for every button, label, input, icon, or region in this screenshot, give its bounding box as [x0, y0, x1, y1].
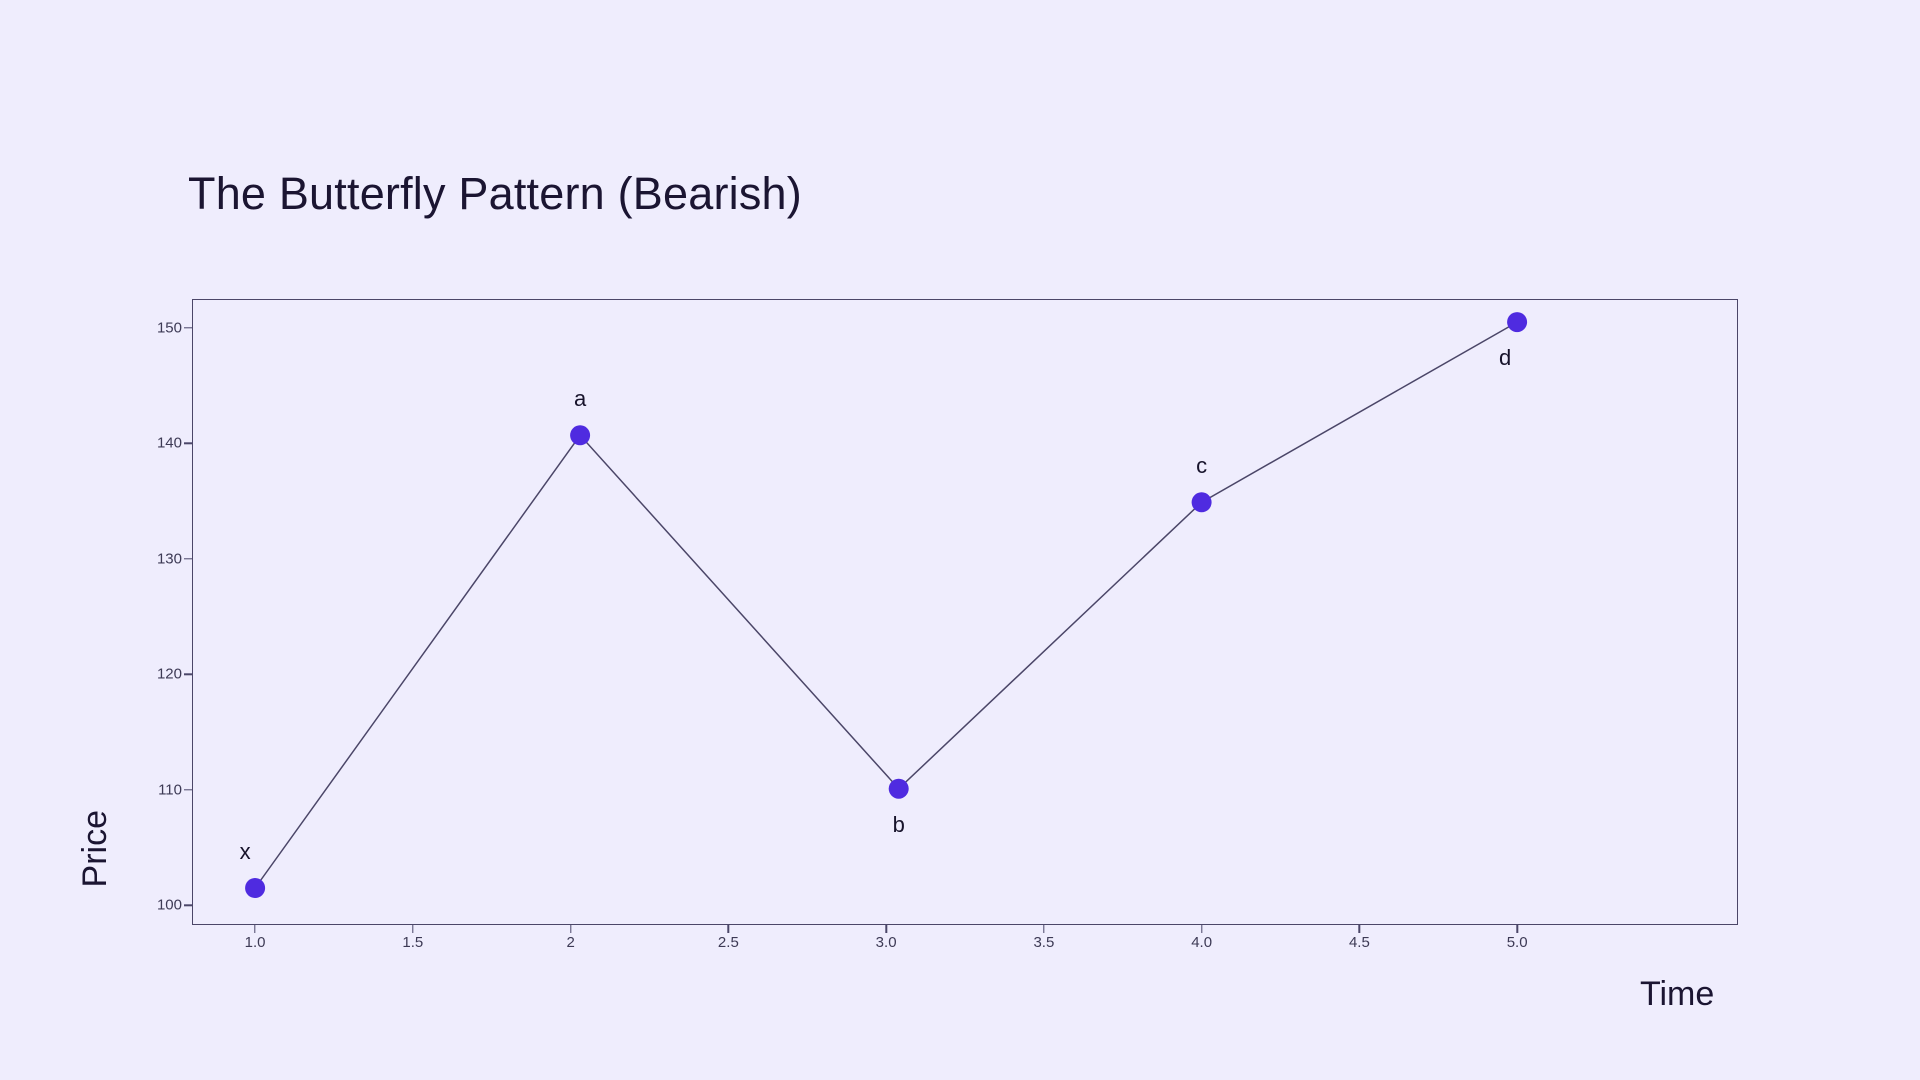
x-tick-mark [412, 925, 414, 933]
point-label-x: x [239, 839, 251, 865]
y-tick-label: 100 [156, 896, 182, 914]
x-tick-label: 3.5 [1033, 934, 1055, 951]
y-tick-mark [184, 789, 192, 791]
y-tick-mark [184, 442, 192, 445]
x-tick-mark [1043, 925, 1045, 933]
point-label-c: c [1196, 453, 1208, 479]
y-tick-label: 150 [156, 319, 182, 337]
plot-area [192, 299, 1738, 925]
y-axis-label: Price [76, 810, 114, 888]
y-tick-label: 120 [156, 665, 182, 683]
point-label-d: d [1499, 345, 1512, 371]
point-label-a: a [573, 386, 587, 412]
x-tick-label: 5.0 [1506, 934, 1528, 951]
x-tick-mark [1200, 925, 1203, 933]
x-tick-label: 2 [566, 934, 575, 951]
y-tick-label: 130 [156, 550, 182, 568]
y-tick-mark [184, 904, 192, 907]
x-axis-label: Time [1640, 975, 1715, 1013]
x-tick-mark [1358, 925, 1361, 933]
x-tick-mark [885, 925, 887, 933]
x-tick-label: 1.5 [402, 934, 424, 951]
x-tick-label: 3.0 [875, 934, 897, 951]
x-tick-mark [1516, 925, 1518, 933]
x-tick-mark [254, 925, 256, 933]
y-tick-mark [184, 673, 192, 676]
x-tick-label: 4.5 [1348, 934, 1370, 951]
y-tick-label: 140 [156, 434, 182, 452]
page-title: The Butterfly Pattern (Bearish) [188, 168, 802, 219]
y-axis-ticks: 100 110 120 130 140 150 [0, 0, 192, 1080]
y-tick-label: 110 [158, 781, 182, 799]
x-tick-label: 2.5 [717, 934, 739, 951]
x-tick-mark [727, 925, 730, 933]
y-tick-mark [184, 558, 192, 560]
x-tick-label: 4.0 [1191, 934, 1213, 951]
point-label-b: b [892, 811, 905, 837]
y-tick-mark [184, 327, 192, 329]
x-tick-mark [569, 925, 572, 933]
x-tick-label: 1.0 [244, 934, 266, 951]
